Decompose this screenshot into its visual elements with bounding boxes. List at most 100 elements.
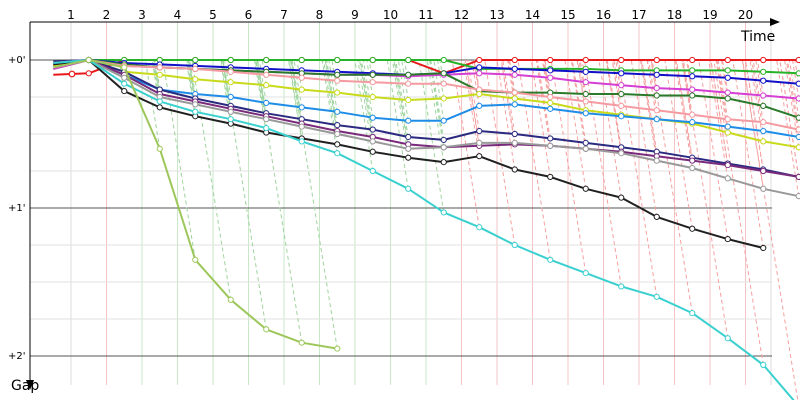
data-point — [405, 96, 412, 104]
data-point — [689, 92, 696, 99]
x-tick-label: 4 — [174, 8, 182, 22]
data-point — [334, 71, 341, 78]
data-point — [582, 185, 589, 192]
data-point — [724, 74, 731, 81]
data-point — [85, 56, 92, 64]
data-point — [156, 98, 163, 105]
data-point — [795, 193, 800, 200]
lag-line — [630, 59, 658, 217]
data-point — [547, 142, 554, 149]
data-point — [476, 102, 483, 109]
x-tick-label: 18 — [667, 8, 682, 22]
data-point — [263, 99, 270, 107]
data-point — [760, 56, 767, 64]
lag-line — [779, 59, 800, 178]
data-point — [192, 65, 199, 72]
data-point — [618, 56, 625, 64]
data-point — [653, 56, 660, 64]
x-tick-label: 5 — [209, 8, 217, 22]
data-point — [689, 86, 696, 93]
lag-line — [784, 59, 800, 148]
data-point — [760, 138, 767, 145]
data-point — [476, 70, 483, 77]
data-point — [689, 157, 696, 164]
y-tick-label: +0' — [8, 55, 26, 66]
data-point — [582, 68, 589, 75]
data-point — [263, 71, 270, 78]
data-point — [618, 70, 625, 77]
data-point — [298, 138, 305, 145]
data-point — [511, 89, 518, 96]
data-point — [369, 167, 376, 175]
data-point — [227, 296, 234, 303]
data-point — [547, 256, 554, 263]
x-tick-label: 14 — [525, 8, 540, 22]
lag-line — [261, 59, 267, 86]
data-point — [618, 150, 625, 157]
lag-line — [537, 59, 551, 139]
data-point — [547, 173, 554, 181]
data-point — [760, 77, 767, 84]
x-tick-labels: 1 2 3 4 5 6 7 8 9 10 11 12 13 14 15 16 17 18 19 20 — [67, 8, 753, 22]
x-axis-label: Time — [740, 29, 775, 45]
data-point — [227, 68, 234, 75]
data-point — [369, 56, 376, 64]
lag-line — [613, 59, 622, 106]
data-point — [405, 133, 412, 141]
data-point — [440, 117, 447, 124]
lag-line — [792, 59, 800, 99]
data-point — [405, 154, 412, 161]
data-point — [227, 56, 234, 64]
data-point — [156, 145, 163, 152]
data-point — [547, 56, 554, 64]
y-tick-labels: +0' +1' +2' — [8, 55, 26, 362]
series-line — [53, 59, 799, 178]
data-point — [760, 244, 767, 252]
data-point — [582, 90, 589, 98]
data-point — [369, 138, 376, 145]
x-tick-label: 3 — [138, 8, 146, 22]
data-point — [298, 339, 305, 346]
data-point — [334, 345, 341, 352]
data-point — [68, 70, 76, 78]
minor-gridlines — [30, 96, 772, 320]
x-tick-label: 6 — [245, 8, 253, 22]
data-point — [724, 67, 731, 74]
lag-line — [360, 59, 374, 130]
data-point — [263, 82, 270, 89]
lag-line — [698, 59, 729, 240]
data-point — [263, 56, 270, 64]
data-point — [547, 74, 554, 81]
lag-line — [362, 59, 374, 118]
data-point — [760, 102, 767, 109]
lag-line — [328, 59, 338, 112]
data-point — [653, 213, 660, 220]
lag-line — [256, 59, 267, 120]
lag-line — [368, 59, 374, 83]
data-point — [582, 79, 589, 86]
x-tick-label: 13 — [489, 8, 504, 22]
data-point — [476, 56, 483, 64]
y-tick-label: +1' — [8, 203, 26, 214]
data-point — [653, 71, 660, 78]
series-layer — [53, 56, 800, 400]
data-point — [653, 293, 660, 300]
series-line — [53, 59, 795, 400]
data-point — [227, 79, 234, 86]
x-tick-label: 15 — [560, 8, 575, 22]
lag-line — [255, 59, 303, 343]
data-point — [334, 108, 341, 115]
lag-line — [639, 59, 658, 161]
data-point — [440, 80, 447, 87]
data-point — [263, 326, 270, 333]
lag-line — [682, 59, 729, 339]
x-tick-label: 17 — [631, 8, 646, 22]
lag-line — [224, 59, 232, 98]
lag-line — [564, 59, 587, 189]
data-point — [227, 93, 234, 101]
lag-line — [550, 59, 587, 274]
data-point — [476, 224, 483, 231]
data-point — [334, 122, 341, 129]
data-point — [121, 80, 128, 87]
data-point — [227, 116, 234, 123]
